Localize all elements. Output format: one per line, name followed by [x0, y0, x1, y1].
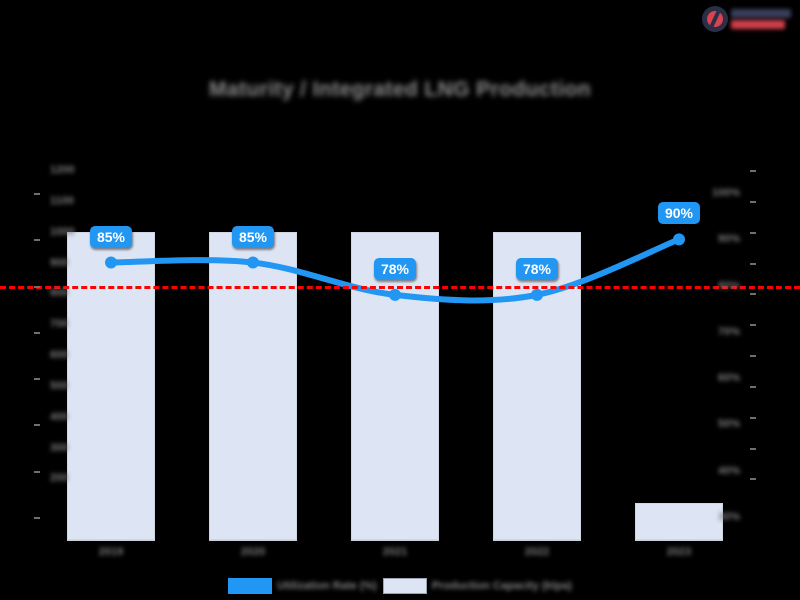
data-label-2020: 85%	[231, 225, 275, 248]
right-axis-10-label: 200	[50, 472, 69, 485]
left-axis-2-label: 80%	[717, 279, 740, 292]
bars-layer	[40, 170, 750, 540]
x-axis-label-2022: 2022	[524, 546, 550, 558]
left-axis-3-tick	[34, 331, 40, 334]
right-axis-9-label: 300	[50, 441, 69, 454]
left-axis-4-label: 60%	[717, 372, 740, 385]
chart-title: Maturity / Integrated LNG Production	[209, 78, 591, 101]
line-marker-2022[interactable]	[531, 288, 543, 301]
line-marker-2021[interactable]	[389, 288, 401, 301]
right-axis-7-label: 500	[50, 379, 69, 392]
left-axis-0-label: 100%	[711, 187, 740, 200]
x-axis-label-2021: 2021	[382, 546, 408, 558]
left-axis-2-tick	[34, 285, 40, 288]
target-reference-line	[0, 285, 800, 289]
data-label-2022: 78%	[515, 257, 559, 280]
line-marker-2020[interactable]	[247, 256, 259, 269]
right-axis-5-label: 700	[50, 318, 69, 331]
data-label-2023: 90%	[657, 202, 701, 225]
logo-wordmark	[731, 9, 791, 29]
right-axis-6-tick	[750, 355, 756, 357]
right-axis-5-tick	[750, 324, 756, 327]
legend-label-capacity: Production Capacity (ktpa)	[431, 580, 572, 592]
chart-plot-area: 100% 90% 80% 70% 60% 50% 40% 30% 1200 1100 1000 900…	[0, 164, 800, 558]
bar-2020[interactable]	[208, 231, 297, 540]
left-axis-0-tick	[34, 193, 40, 196]
right-axis-0-tick	[750, 170, 756, 172]
left-axis-1-label: 90%	[717, 233, 740, 246]
right-axis-3-label: 900	[50, 256, 69, 269]
bar-2022[interactable]	[492, 231, 581, 540]
right-axis-10-tick	[750, 478, 756, 481]
left-axis-5-tick	[34, 424, 40, 427]
legend-item-utilization[interactable]: Utilization Rate (%)	[228, 578, 377, 594]
data-label-2021: 78%	[373, 257, 417, 280]
bar-2023[interactable]	[634, 503, 723, 540]
company-logo	[702, 4, 794, 34]
x-axis-label-2023: 2023	[666, 546, 692, 558]
legend-label-utilization: Utilization Rate (%)	[277, 580, 377, 592]
logo-wordmark-line-1	[731, 9, 791, 18]
x-axis-label-2020: 2020	[240, 546, 266, 558]
right-axis-8-label: 400	[50, 410, 69, 423]
bar-2019[interactable]	[66, 231, 155, 540]
legend-swatch-line	[228, 578, 273, 594]
right-axis-3-tick	[750, 262, 756, 265]
x-axis-label-2019: 2019	[98, 546, 124, 558]
logo-wordmark-line-2	[731, 20, 785, 29]
left-axis-7-label: 30%	[717, 510, 740, 523]
legend-item-capacity[interactable]: Production Capacity (ktpa)	[382, 578, 572, 594]
right-axis-4-tick	[750, 293, 756, 296]
line-marker-2023[interactable]	[673, 233, 685, 246]
right-axis-1-label: 1100	[50, 194, 74, 207]
left-axis-3-label: 70%	[717, 325, 740, 338]
bar-2021[interactable]	[350, 231, 439, 540]
right-axis-6-label: 600	[50, 349, 69, 361]
right-axis-8-tick	[750, 416, 756, 419]
logo-mark-icon	[702, 6, 728, 32]
right-axis-7-tick	[750, 385, 756, 388]
data-label-2019: 85%	[89, 225, 133, 248]
right-axis-2-label: 1000	[50, 225, 75, 238]
legend-swatch-bar	[382, 578, 427, 594]
right-axis-2-tick	[750, 231, 756, 234]
left-axis-5-label: 50%	[717, 418, 740, 431]
chart-legend: Utilization Rate (%) Production Capacity…	[0, 578, 800, 594]
left-axis-6-label: 40%	[717, 464, 740, 477]
line-marker-2019[interactable]	[105, 256, 117, 269]
left-axis-6-tick	[34, 470, 40, 473]
right-axis-1-tick	[750, 200, 756, 203]
line-series-overlay	[105, 233, 685, 304]
right-axis-4-label: 800	[50, 287, 69, 300]
left-axis-1-tick	[34, 239, 40, 242]
right-axis-0-label: 1200	[50, 164, 75, 176]
right-axis-9-tick	[750, 447, 756, 450]
left-axis-7-tick	[34, 516, 40, 519]
left-axis-4-tick	[34, 378, 40, 381]
